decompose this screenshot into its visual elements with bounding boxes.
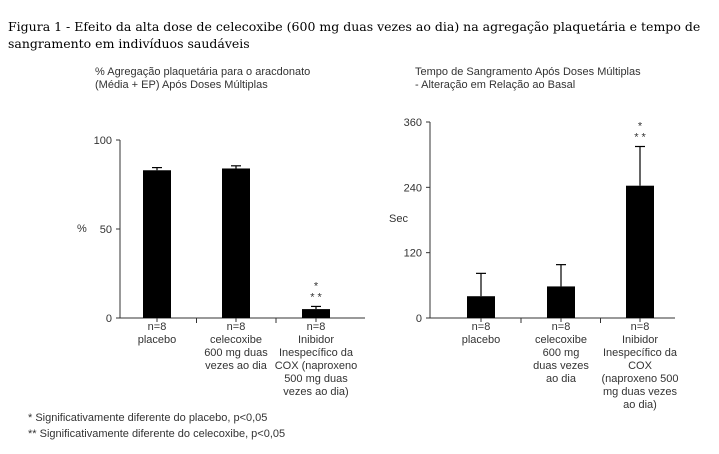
figure-title: Figura 1 - Efeito da alta dose de celeco…: [8, 18, 713, 52]
chart2-y-tick-label: 360: [404, 117, 422, 129]
chart1-category-label: COX (naproxeno: [275, 360, 358, 372]
chart1-category-label: vezes ao dia): [283, 386, 348, 398]
chart1-significance-marker: * *: [310, 291, 322, 303]
chart2-significance-marker: * *: [634, 132, 646, 144]
chart1-bar: [222, 168, 250, 318]
figure-title-line-2: sangramento em indivíduos saudáveis: [8, 36, 250, 51]
chart2-category-label: ao dia): [623, 399, 657, 411]
chart2-category-label: (naproxeno 500: [601, 373, 678, 385]
chart2-category-label: n=8: [631, 321, 650, 333]
chart2-category-label: Inespecífico da: [603, 347, 678, 359]
chart2-bar: [547, 286, 575, 318]
footnote-celecoxibe: ** Significativamente diferente do celec…: [28, 428, 286, 440]
chart2-y-tick-label: 120: [404, 248, 422, 260]
chart2-bar: [626, 185, 654, 318]
chart1-category-label: n=8: [307, 321, 326, 333]
chart2-y-axis-label: Sec: [389, 213, 408, 225]
chart1-category-label: celecoxibe: [210, 334, 262, 346]
chart1-category-label: Inibidor: [298, 334, 334, 346]
chart1-category-label: vezes ao dia: [205, 360, 268, 372]
chart1-title-line: (Média + EP) Após Doses Múltiplas: [95, 79, 268, 91]
chart2-category-label: COX: [628, 360, 653, 372]
chart1-category-label: n=8: [148, 321, 167, 333]
chart2-category-label: n=8: [552, 321, 571, 333]
chart2-y-tick-label: 0: [416, 313, 422, 325]
chart1-significance-marker: *: [314, 280, 319, 292]
chart2-title-line: Tempo de Sangramento Após Doses Múltipla…: [415, 66, 641, 78]
footnote-placebo: * Significativamente diferente do placeb…: [28, 412, 268, 424]
chart1-y-tick-label: 50: [100, 224, 112, 236]
chart2-category-label: duas vezes: [533, 360, 589, 372]
chart2-category-label: celecoxibe: [535, 334, 587, 346]
chart2-category-label: Inibidor: [622, 334, 658, 346]
chart2-category-label: n=8: [472, 321, 491, 333]
chart2-category-label: 600 mg: [543, 347, 580, 359]
chart2-bar: [467, 296, 495, 318]
chart2-category-label: mg duas vezes: [603, 386, 677, 398]
chart1-title-line: % Agregação plaquetária para o aracdonat…: [95, 66, 310, 78]
chart2-significance-marker: *: [638, 121, 643, 133]
chart1-bar: [302, 309, 330, 318]
chart1-category-label: Inespecífico da: [279, 347, 354, 359]
chart1-category-label: 600 mg duas: [204, 347, 268, 359]
chart1-y-tick-label: 0: [106, 313, 112, 325]
chart2-title-line: - Alteração em Relação ao Basal: [415, 79, 575, 91]
chart1-category-label: n=8: [227, 321, 246, 333]
chart2-y-tick-label: 240: [404, 182, 422, 194]
chart1-category-label: 500 mg duas: [284, 373, 348, 385]
chart1-category-label: placebo: [138, 334, 177, 346]
chart1-bar: [143, 170, 171, 318]
chart2-category-label: ao dia: [546, 373, 577, 385]
chart1-y-tick-label: 100: [94, 135, 112, 147]
chart2-category-label: placebo: [462, 334, 501, 346]
chart1-y-axis-label: %: [77, 223, 87, 235]
figure-title-line-1: Figura 1 - Efeito da alta dose de celeco…: [8, 19, 701, 34]
